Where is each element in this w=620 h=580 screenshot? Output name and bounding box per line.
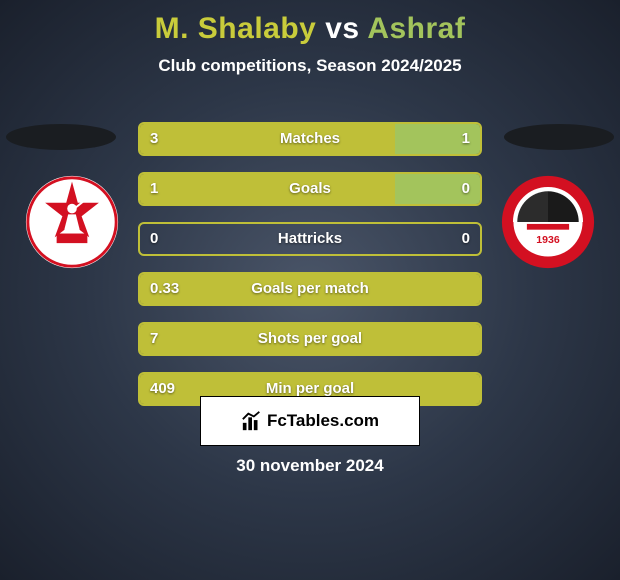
stats-container: 31Matches 10Goals 00Hattricks 0.33Goals per… bbox=[138, 122, 482, 406]
vs-text: vs bbox=[325, 12, 359, 45]
shadow-right bbox=[504, 124, 614, 150]
stat-label: Goals bbox=[140, 174, 480, 204]
page-title: M. Shalaby vs Ashraf bbox=[0, 0, 620, 46]
stat-row: 7Shots per goal bbox=[138, 322, 482, 356]
stat-label: Goals per match bbox=[140, 274, 480, 304]
stat-label: Hattricks bbox=[140, 224, 480, 254]
footer-date: 30 november 2024 bbox=[0, 456, 620, 476]
stat-row: 00Hattricks bbox=[138, 222, 482, 256]
subtitle: Club competitions, Season 2024/2025 bbox=[0, 56, 620, 76]
comparison-infographic: M. Shalaby vs Ashraf Club competitions, … bbox=[0, 0, 620, 580]
brand-box: FcTables.com bbox=[200, 396, 420, 446]
shadow-left bbox=[6, 124, 116, 150]
brand-text: FcTables.com bbox=[267, 411, 379, 431]
stat-row: 0.33Goals per match bbox=[138, 272, 482, 306]
brand-chart-icon bbox=[241, 410, 263, 432]
stat-label: Shots per goal bbox=[140, 324, 480, 354]
stat-row: 31Matches bbox=[138, 122, 482, 156]
club-badge-right: 1936 bbox=[500, 174, 596, 270]
svg-text:1936: 1936 bbox=[536, 234, 560, 246]
stat-row: 10Goals bbox=[138, 172, 482, 206]
player-right-name: Ashraf bbox=[367, 12, 465, 45]
stat-label: Matches bbox=[140, 124, 480, 154]
player-left-name: M. Shalaby bbox=[155, 12, 317, 45]
club-badge-left bbox=[24, 174, 120, 270]
